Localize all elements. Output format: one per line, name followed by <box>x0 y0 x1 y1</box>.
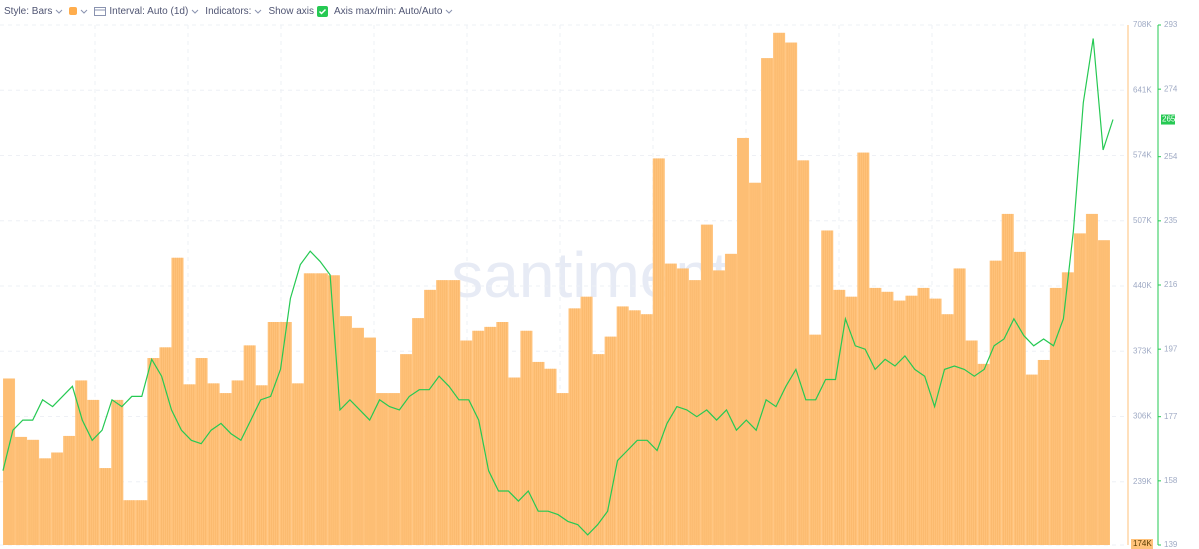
color-swatch <box>69 7 78 15</box>
last-value-label: 265 <box>1162 115 1176 124</box>
y2-tick-label: 177 <box>1164 412 1178 421</box>
last-value-box <box>1161 114 1175 125</box>
show-axis-toggle[interactable]: Show axis <box>268 5 329 17</box>
y2-tick-label: 158 <box>1164 476 1178 485</box>
interval-select[interactable]: Interval: Auto (1d) <box>94 6 199 17</box>
chevron <box>446 9 453 14</box>
y-tick-label: 306K <box>1133 412 1152 421</box>
y-tick-label: 641K <box>1133 85 1152 94</box>
check-icon <box>318 8 327 15</box>
line <box>2 38 1114 536</box>
interval-label: Interval: Auto (1d) <box>109 5 189 17</box>
chevron <box>81 9 88 14</box>
chevron <box>255 9 262 14</box>
chevron <box>56 9 63 14</box>
y-tick-label: 507K <box>1133 216 1152 225</box>
y-tick-label: 708K <box>1133 20 1152 29</box>
axis-minmax-label: Axis max/min: Auto/Auto <box>334 5 443 17</box>
y-tick-label: 373K <box>1133 346 1152 355</box>
y-tick-label: 574K <box>1133 151 1152 160</box>
indicators-label: Indicators: <box>205 5 252 17</box>
y2-tick-label: 254 <box>1164 152 1178 161</box>
y-tick-label: 440K <box>1133 281 1152 290</box>
show-axis-label: Show axis <box>268 5 315 17</box>
style-label: Style: Bars <box>4 5 53 17</box>
chevron <box>191 9 199 14</box>
axis-minmax-select[interactable]: Axis max/min: Auto/Auto <box>334 6 453 17</box>
style-select[interactable]: Style: Bars <box>4 6 63 17</box>
y2-tick-label: 139 <box>1164 540 1178 549</box>
calendar-icon <box>94 7 107 16</box>
indicators-select[interactable]: Indicators: <box>205 6 262 17</box>
color-select[interactable] <box>69 7 88 15</box>
y-tick-highlight <box>1131 539 1153 549</box>
y2-tick-label: 216 <box>1164 280 1178 289</box>
y2-tick-label: 197 <box>1164 344 1178 353</box>
toolbar: Style: Bars Interval: Auto (1d) Indicato… <box>0 0 453 22</box>
checkbox[interactable] <box>317 5 329 17</box>
y2-tick-label: 293 <box>1164 20 1178 29</box>
y2-tick-label: 274 <box>1164 84 1178 93</box>
y-tick-label: 174K <box>1133 539 1152 548</box>
y2-tick-label: 235 <box>1164 216 1178 225</box>
y-tick-label: 239K <box>1133 477 1152 486</box>
